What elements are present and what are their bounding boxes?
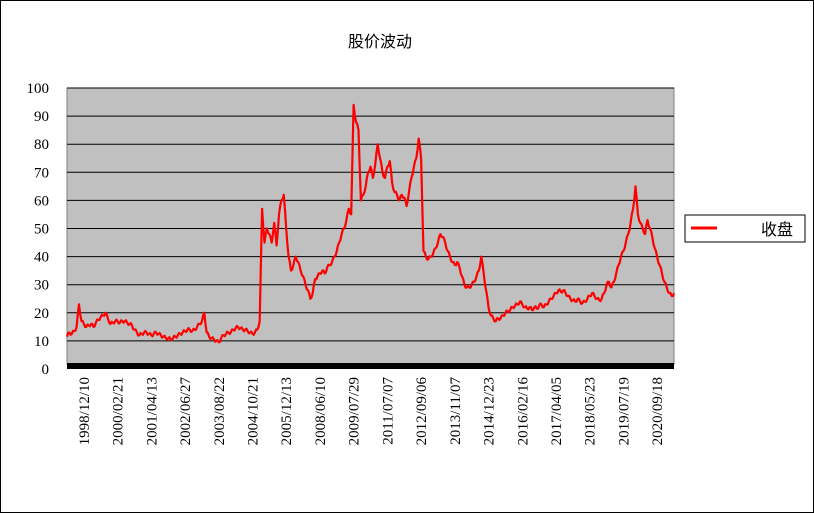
y-axis-ticks: 0 10 20 30 40 50 60 70 80 90 100 <box>27 81 50 378</box>
series-line-close <box>65 103 676 344</box>
x-tick-label: 2017/04/05 <box>549 377 565 445</box>
x-tick-label: 2019/07/19 <box>616 377 632 445</box>
x-tick-label: 2000/02/21 <box>111 377 127 445</box>
y-tick-label: 80 <box>34 137 49 153</box>
y-tick-label: 30 <box>34 278 49 294</box>
x-tick-label: 2020/09/18 <box>650 377 666 445</box>
x-tick-label: 2012/09/06 <box>414 377 430 446</box>
chart-title: 股价波动 <box>348 32 412 51</box>
y-tick-label: 50 <box>34 222 49 238</box>
x-tick-label: 2001/04/13 <box>144 377 160 445</box>
x-tick-label: 2008/06/10 <box>313 377 329 445</box>
legend-label: 收盘 <box>761 220 793 239</box>
y-tick-label: 40 <box>34 250 49 266</box>
y-tick-label: 100 <box>27 81 50 97</box>
y-tick-label: 10 <box>34 334 49 350</box>
gridlines <box>67 87 674 342</box>
x-tick-label: 2011/07/07 <box>380 377 396 445</box>
chart-floor <box>67 363 674 369</box>
x-tick-label: 1998/12/10 <box>77 377 93 445</box>
x-tick-label: 2002/06/27 <box>178 377 194 446</box>
x-tick-label: 2009/07/29 <box>347 377 363 445</box>
x-tick-label: 2005/12/13 <box>279 377 295 445</box>
x-tick-label: 2013/11/07 <box>448 377 464 445</box>
x-axis-ticks: 1998/12/10 2000/02/21 2001/04/13 2002/06/27… <box>77 377 666 446</box>
x-tick-label: 2018/05/23 <box>583 377 599 445</box>
y-tick-label: 60 <box>34 193 49 209</box>
x-tick-label: 2003/08/22 <box>212 377 228 445</box>
y-tick-label: 20 <box>34 306 49 322</box>
x-tick-label: 2016/02/16 <box>515 377 531 446</box>
y-tick-label: 0 <box>42 362 50 378</box>
plot-area <box>66 87 675 365</box>
y-tick-label: 90 <box>34 109 49 125</box>
x-tick-label: 2004/10/21 <box>245 377 261 445</box>
y-tick-label: 70 <box>34 165 49 181</box>
x-tick-label: 2014/12/23 <box>482 377 498 445</box>
legend: 收盘 <box>684 214 806 243</box>
